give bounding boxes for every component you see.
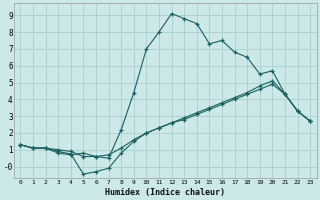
X-axis label: Humidex (Indice chaleur): Humidex (Indice chaleur) [105, 188, 225, 197]
